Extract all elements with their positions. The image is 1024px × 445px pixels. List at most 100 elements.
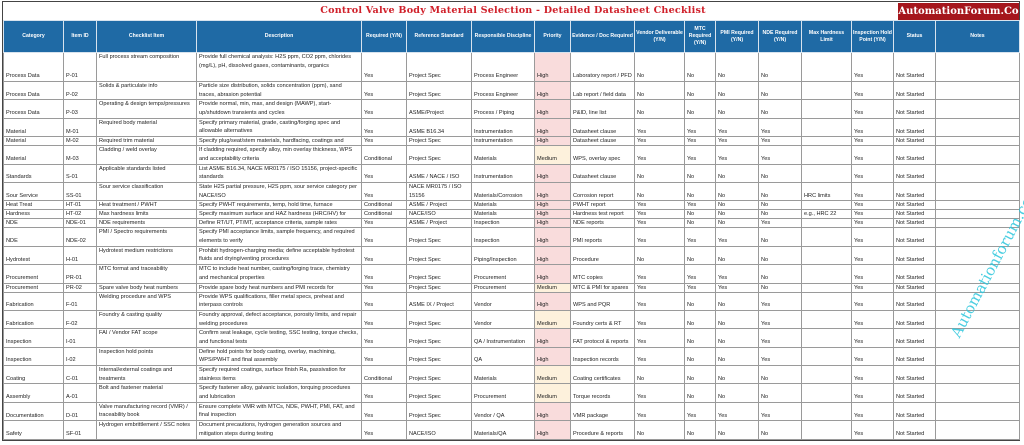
- cell-hold-point[interactable]: Yes: [851, 145, 894, 165]
- cell-reference-standard[interactable]: NACE/ISO: [406, 209, 472, 220]
- cell-reference-standard[interactable]: Project Spec: [406, 145, 472, 165]
- cell-evidence[interactable]: Hardness test report: [570, 209, 635, 220]
- cell-checklist-item[interactable]: Internal/external coatings and treatment…: [96, 365, 197, 385]
- cell-category[interactable]: NDE: [3, 218, 64, 229]
- cell-responsible-discipline[interactable]: Piping/Inspection: [471, 245, 535, 266]
- cell-description[interactable]: Provide normal, min, max, and design (MA…: [196, 99, 362, 119]
- cell-mtc-required[interactable]: Yes: [684, 401, 716, 422]
- cell-reference-standard[interactable]: Project Spec: [406, 80, 472, 101]
- column-header-item-id[interactable]: Item ID: [63, 20, 97, 53]
- cell-pmi-required[interactable]: Yes: [715, 401, 759, 422]
- cell-item-id[interactable]: P-01: [63, 52, 97, 82]
- cell-status[interactable]: Not Started: [893, 136, 936, 147]
- cell-reference-standard[interactable]: Project Spec: [406, 245, 472, 266]
- cell-mtc-required[interactable]: No: [684, 181, 716, 202]
- cell-max-hardness[interactable]: [801, 346, 852, 367]
- cell-required[interactable]: Conditional: [361, 200, 407, 211]
- cell-status[interactable]: Not Started: [893, 209, 936, 220]
- column-header-vendor-deliverable[interactable]: Vendor Deliverable (Y/N): [634, 20, 685, 53]
- cell-mtc-required[interactable]: No: [684, 365, 716, 385]
- cell-priority[interactable]: High: [534, 328, 571, 348]
- cell-checklist-item[interactable]: Solids & particulate info: [96, 80, 197, 101]
- cell-mtc-required[interactable]: No: [684, 328, 716, 348]
- cell-nde-required[interactable]: No: [758, 181, 802, 202]
- cell-description[interactable]: Specify required coatings, surface finis…: [196, 365, 362, 385]
- cell-pmi-required[interactable]: Yes: [715, 145, 759, 165]
- cell-status[interactable]: Not Started: [893, 245, 936, 266]
- cell-evidence[interactable]: Datasheet clause: [570, 163, 635, 183]
- cell-description[interactable]: MTC to include heat number, casting/forg…: [196, 264, 362, 284]
- cell-category[interactable]: Standards: [3, 163, 64, 183]
- cell-reference-standard[interactable]: ASME IX / Project: [406, 291, 472, 311]
- cell-evidence[interactable]: Torque records: [570, 383, 635, 403]
- cell-max-hardness[interactable]: HRC limits: [801, 181, 852, 202]
- cell-hold-point[interactable]: Yes: [851, 209, 894, 220]
- cell-description[interactable]: Define RT/UT, PT/MT, acceptance criteria…: [196, 218, 362, 229]
- cell-checklist-item[interactable]: Cladding / weld overlay: [96, 145, 197, 165]
- cell-item-id[interactable]: M-03: [63, 145, 97, 165]
- cell-pmi-required[interactable]: Yes: [715, 227, 759, 247]
- cell-description[interactable]: Confirm seat leakage, cycle testing, SSC…: [196, 328, 362, 348]
- cell-description[interactable]: Specify plug/seat/stem materials, hardfa…: [196, 136, 362, 147]
- cell-nde-required[interactable]: No: [758, 200, 802, 211]
- cell-reference-standard[interactable]: Project Spec: [406, 346, 472, 367]
- cell-evidence[interactable]: Coating certificates: [570, 365, 635, 385]
- cell-hold-point[interactable]: Yes: [851, 218, 894, 229]
- cell-reference-standard[interactable]: ASME / Project: [406, 218, 472, 229]
- cell-mtc-required[interactable]: Yes: [684, 200, 716, 211]
- cell-item-id[interactable]: NDE-01: [63, 218, 97, 229]
- column-header-checklist-item[interactable]: Checklist Item: [96, 20, 197, 53]
- cell-nde-required[interactable]: No: [758, 245, 802, 266]
- cell-required[interactable]: Yes: [361, 346, 407, 367]
- cell-mtc-required[interactable]: No: [684, 245, 716, 266]
- cell-mtc-required[interactable]: Yes: [684, 117, 716, 138]
- cell-hold-point[interactable]: Yes: [851, 420, 894, 440]
- cell-item-id[interactable]: P-03: [63, 99, 97, 119]
- cell-required[interactable]: Conditional: [361, 365, 407, 385]
- cell-responsible-discipline[interactable]: Materials: [471, 209, 535, 220]
- cell-reference-standard[interactable]: Project Spec: [406, 328, 472, 348]
- cell-priority[interactable]: High: [534, 227, 571, 247]
- cell-required[interactable]: Conditional: [361, 145, 407, 165]
- cell-hold-point[interactable]: Yes: [851, 264, 894, 284]
- cell-evidence[interactable]: MTC copies: [570, 264, 635, 284]
- cell-checklist-item[interactable]: Inspection hold points: [96, 346, 197, 367]
- cell-hold-point[interactable]: Yes: [851, 328, 894, 348]
- cell-vendor-deliverable[interactable]: Yes: [634, 200, 685, 211]
- cell-notes[interactable]: [935, 218, 1020, 229]
- cell-status[interactable]: Not Started: [893, 264, 936, 284]
- cell-notes[interactable]: [935, 117, 1020, 138]
- cell-required[interactable]: Yes: [361, 282, 407, 293]
- cell-responsible-discipline[interactable]: Materials: [471, 145, 535, 165]
- cell-description[interactable]: Provide spare body heat numbers and PMI …: [196, 282, 362, 293]
- cell-evidence[interactable]: FAT protocol & reports: [570, 328, 635, 348]
- cell-nde-required[interactable]: No: [758, 282, 802, 293]
- cell-pmi-required[interactable]: Yes: [715, 136, 759, 147]
- cell-required[interactable]: Yes: [361, 227, 407, 247]
- cell-reference-standard[interactable]: ASME / Project: [406, 200, 472, 211]
- cell-required[interactable]: Yes: [361, 52, 407, 82]
- cell-checklist-item[interactable]: Required body material: [96, 117, 197, 138]
- cell-item-id[interactable]: P-02: [63, 80, 97, 101]
- cell-checklist-item[interactable]: Required trim material: [96, 136, 197, 147]
- cell-checklist-item[interactable]: Bolt and fastener material: [96, 383, 197, 403]
- cell-notes[interactable]: [935, 227, 1020, 247]
- cell-responsible-discipline[interactable]: Process / Piping: [471, 99, 535, 119]
- cell-checklist-item[interactable]: Full process stream composition: [96, 52, 197, 82]
- cell-priority[interactable]: Medium: [534, 365, 571, 385]
- cell-item-id[interactable]: HT-01: [63, 200, 97, 211]
- column-header-description[interactable]: Description: [196, 20, 362, 53]
- cell-checklist-item[interactable]: MTC format and traceability: [96, 264, 197, 284]
- cell-responsible-discipline[interactable]: Procurement: [471, 282, 535, 293]
- cell-evidence[interactable]: Procedure & reports: [570, 420, 635, 440]
- cell-evidence[interactable]: Laboratory report / PFD: [570, 52, 635, 82]
- cell-required[interactable]: Yes: [361, 291, 407, 311]
- cell-checklist-item[interactable]: Spare valve body heat numbers: [96, 282, 197, 293]
- cell-nde-required[interactable]: No: [758, 209, 802, 220]
- cell-category[interactable]: Safety: [3, 420, 64, 440]
- cell-hold-point[interactable]: Yes: [851, 282, 894, 293]
- cell-notes[interactable]: [935, 245, 1020, 266]
- cell-hold-point[interactable]: Yes: [851, 99, 894, 119]
- cell-hold-point[interactable]: Yes: [851, 52, 894, 82]
- cell-priority[interactable]: Medium: [534, 145, 571, 165]
